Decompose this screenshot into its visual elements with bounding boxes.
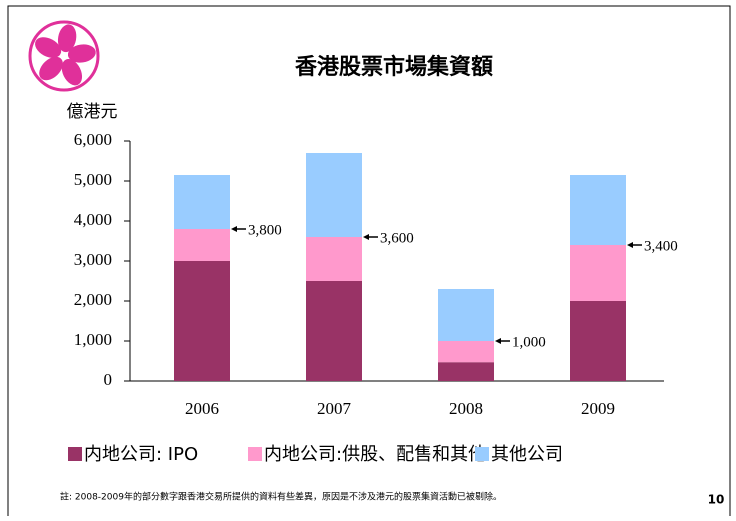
- annotation: 3,800: [248, 222, 282, 238]
- bar-segment: [438, 289, 494, 341]
- annotation: 1,000: [512, 334, 546, 350]
- annotation-arrowhead: [363, 234, 369, 240]
- annotation-arrowhead: [627, 242, 633, 248]
- bar-segment: [438, 341, 494, 363]
- bar-segment: [306, 237, 362, 281]
- slide-frame: [7, 5, 731, 516]
- bar-segment: [570, 301, 626, 381]
- bar-segment: [306, 281, 362, 381]
- annotation: 3,600: [380, 230, 414, 246]
- bar-segment: [174, 261, 230, 381]
- x-tick-label: 2006: [185, 399, 219, 418]
- legend-swatch: [248, 447, 262, 461]
- bar-segment: [174, 175, 230, 229]
- legend-swatch: [68, 447, 82, 461]
- legend-swatch: [475, 447, 489, 461]
- y-tick-label: 3,000: [74, 250, 112, 269]
- x-tick-label: 2007: [317, 399, 352, 418]
- y-tick-label: 0: [104, 370, 113, 389]
- legend-label: 内地公司:供股、配售和其他: [264, 444, 486, 465]
- bar-segment: [306, 153, 362, 237]
- y-tick-label: 1,000: [74, 330, 112, 349]
- bar-segment: [570, 175, 626, 245]
- y-tick-label: 4,000: [74, 210, 112, 229]
- annotation: 3,400: [644, 238, 678, 254]
- chart-title: 香港股票市場集資額: [295, 54, 493, 80]
- bar-segment: [174, 229, 230, 261]
- legend-label: 内地公司: IPO: [84, 444, 198, 465]
- page-number: 10: [708, 493, 725, 507]
- y-axis-label: 億港元: [67, 102, 118, 122]
- legend-label: 其他公司: [491, 444, 563, 465]
- bar-segment: [570, 245, 626, 301]
- y-tick-label: 5,000: [74, 170, 112, 189]
- bar-segment: [438, 362, 494, 381]
- y-tick-label: 2,000: [74, 290, 112, 309]
- logo: [28, 20, 100, 92]
- annotation-arrowhead: [495, 338, 501, 344]
- footnote: 註: 2008-2009年的部分數字跟香港交易所提供的資料有些差異，原因是不涉及…: [60, 491, 502, 503]
- x-tick-label: 2009: [581, 399, 615, 418]
- y-tick-label: 6,000: [74, 130, 112, 149]
- x-tick-label: 2008: [449, 399, 483, 418]
- annotation-arrowhead: [231, 226, 237, 232]
